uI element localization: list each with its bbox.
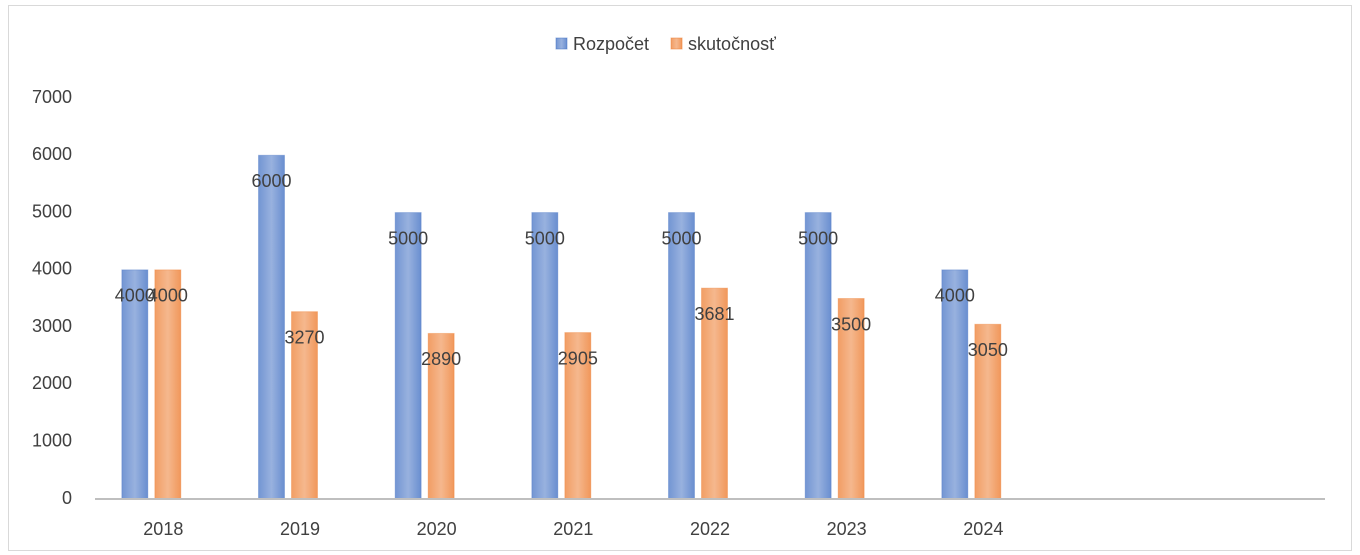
x-tick-label: 2021 (553, 519, 593, 539)
x-tick-label: 2024 (963, 519, 1003, 539)
bar (291, 311, 318, 500)
data-label: 5000 (525, 228, 565, 248)
bar (804, 212, 832, 500)
bar (837, 298, 865, 500)
bar (258, 154, 285, 500)
data-label: 3050 (968, 340, 1008, 360)
x-tick-label: 2023 (827, 519, 867, 539)
x-tick-label: 2019 (280, 519, 320, 539)
x-tick-label: 2022 (690, 519, 730, 539)
bar (531, 212, 559, 500)
data-label: 2890 (421, 349, 461, 369)
y-tick-label: 6000 (32, 144, 72, 164)
y-tick-label: 5000 (32, 201, 72, 221)
data-label: 5000 (798, 228, 838, 248)
bar (701, 287, 728, 500)
data-label: 3270 (284, 327, 324, 347)
y-tick-label: 1000 (32, 430, 72, 450)
x-tick-label: 2020 (417, 519, 457, 539)
bar (154, 269, 182, 500)
data-label: 5000 (388, 228, 428, 248)
bar (394, 212, 422, 500)
legend-label: skutočnosť (688, 34, 776, 54)
legend-swatch (670, 37, 683, 50)
data-label: 6000 (251, 171, 291, 191)
data-label: 4000 (148, 286, 188, 306)
legend-swatch (555, 37, 568, 50)
data-label: 3681 (694, 304, 734, 324)
bar (427, 332, 455, 500)
data-label: 4000 (115, 286, 155, 306)
data-label: 4000 (935, 286, 975, 306)
data-label: 3500 (831, 314, 871, 334)
x-tick-label: 2018 (143, 519, 183, 539)
y-tick-label: 2000 (32, 373, 72, 393)
bar (121, 269, 149, 500)
y-tick-label: 7000 (32, 87, 72, 107)
y-tick-label: 3000 (32, 316, 72, 336)
data-label: 5000 (661, 228, 701, 248)
y-tick-label: 0 (62, 488, 72, 508)
y-tick-label: 4000 (32, 259, 72, 279)
bar (941, 269, 969, 500)
legend-label: Rozpočet (573, 34, 649, 54)
bar (564, 332, 592, 500)
data-label: 2905 (558, 348, 598, 368)
bar (668, 212, 695, 500)
